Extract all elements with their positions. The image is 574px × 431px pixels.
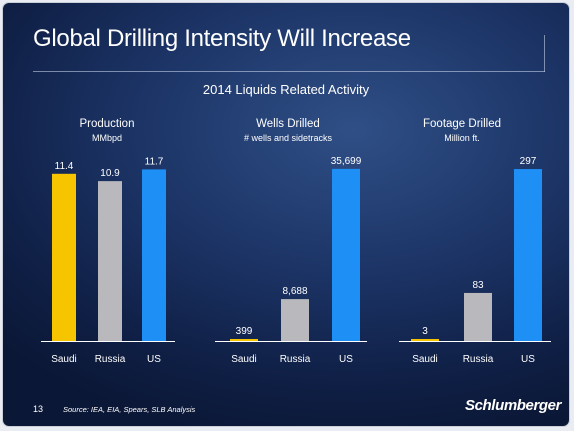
bar-russia-panel-3 bbox=[464, 292, 492, 341]
title-divider bbox=[33, 71, 545, 72]
value-label-us-panel-2: 35,699 bbox=[331, 156, 362, 167]
panel-subtitle-3: Million ft. bbox=[444, 133, 480, 143]
bar-us-panel-2 bbox=[332, 168, 360, 341]
bar-russia-panel-2 bbox=[281, 299, 309, 341]
panel-title-1: Production bbox=[80, 118, 135, 130]
category-label-russia-panel-2: Russia bbox=[280, 354, 311, 365]
title-divider-vertical bbox=[544, 35, 545, 72]
bar-saudi-panel-3 bbox=[411, 339, 439, 341]
value-label-russia-panel-3: 83 bbox=[472, 280, 484, 291]
slide-subtitle: 2014 Liquids Related Activity bbox=[202, 82, 370, 97]
category-label-saudi-panel-3: Saudi bbox=[412, 354, 438, 365]
value-label-saudi-panel-2: 399 bbox=[236, 326, 253, 337]
category-label-saudi-panel-1: Saudi bbox=[51, 354, 77, 365]
bar-us-panel-3 bbox=[514, 169, 542, 341]
category-label-us-panel-3: US bbox=[521, 354, 535, 365]
charts-area: Production MMbpd 11.4 Saudi 10.9 Russia 11.7 US… bbox=[41, 118, 551, 365]
category-label-russia-panel-1: Russia bbox=[95, 354, 126, 365]
page-number: 13 bbox=[33, 404, 44, 414]
bar-us-panel-1 bbox=[142, 169, 166, 341]
value-label-russia-panel-2: 8,688 bbox=[282, 286, 307, 297]
panel-subtitle-1: MMbpd bbox=[92, 133, 122, 143]
panel-title-2: Wells Drilled bbox=[256, 118, 320, 130]
slide-title: Global Drilling Intensity Will Increase bbox=[33, 25, 411, 52]
panel-subtitle-2: # wells and sidetracks bbox=[244, 133, 333, 143]
bar-saudi-panel-2 bbox=[230, 339, 258, 341]
value-label-russia-panel-1: 10.9 bbox=[100, 168, 120, 179]
panel-title-3: Footage Drilled bbox=[423, 118, 501, 130]
category-label-us-panel-2: US bbox=[339, 354, 353, 365]
source-note: Source: IEA, EIA, Spears, SLB Analysis bbox=[63, 405, 196, 414]
bar-russia-panel-1 bbox=[98, 181, 122, 341]
value-label-saudi-panel-1: 11.4 bbox=[55, 161, 74, 172]
slide: Global Drilling Intensity Will Increase … bbox=[3, 3, 569, 426]
category-label-saudi-panel-2: Saudi bbox=[231, 354, 257, 365]
schlumberger-logo: Schlumberger bbox=[465, 397, 562, 414]
value-label-saudi-panel-3: 3 bbox=[422, 326, 428, 337]
category-label-russia-panel-3: Russia bbox=[463, 354, 494, 365]
category-label-us-panel-1: US bbox=[147, 354, 161, 365]
bar-saudi-panel-1 bbox=[52, 173, 76, 341]
value-label-us-panel-3: 297 bbox=[520, 156, 537, 167]
value-label-us-panel-1: 11.7 bbox=[145, 156, 164, 167]
